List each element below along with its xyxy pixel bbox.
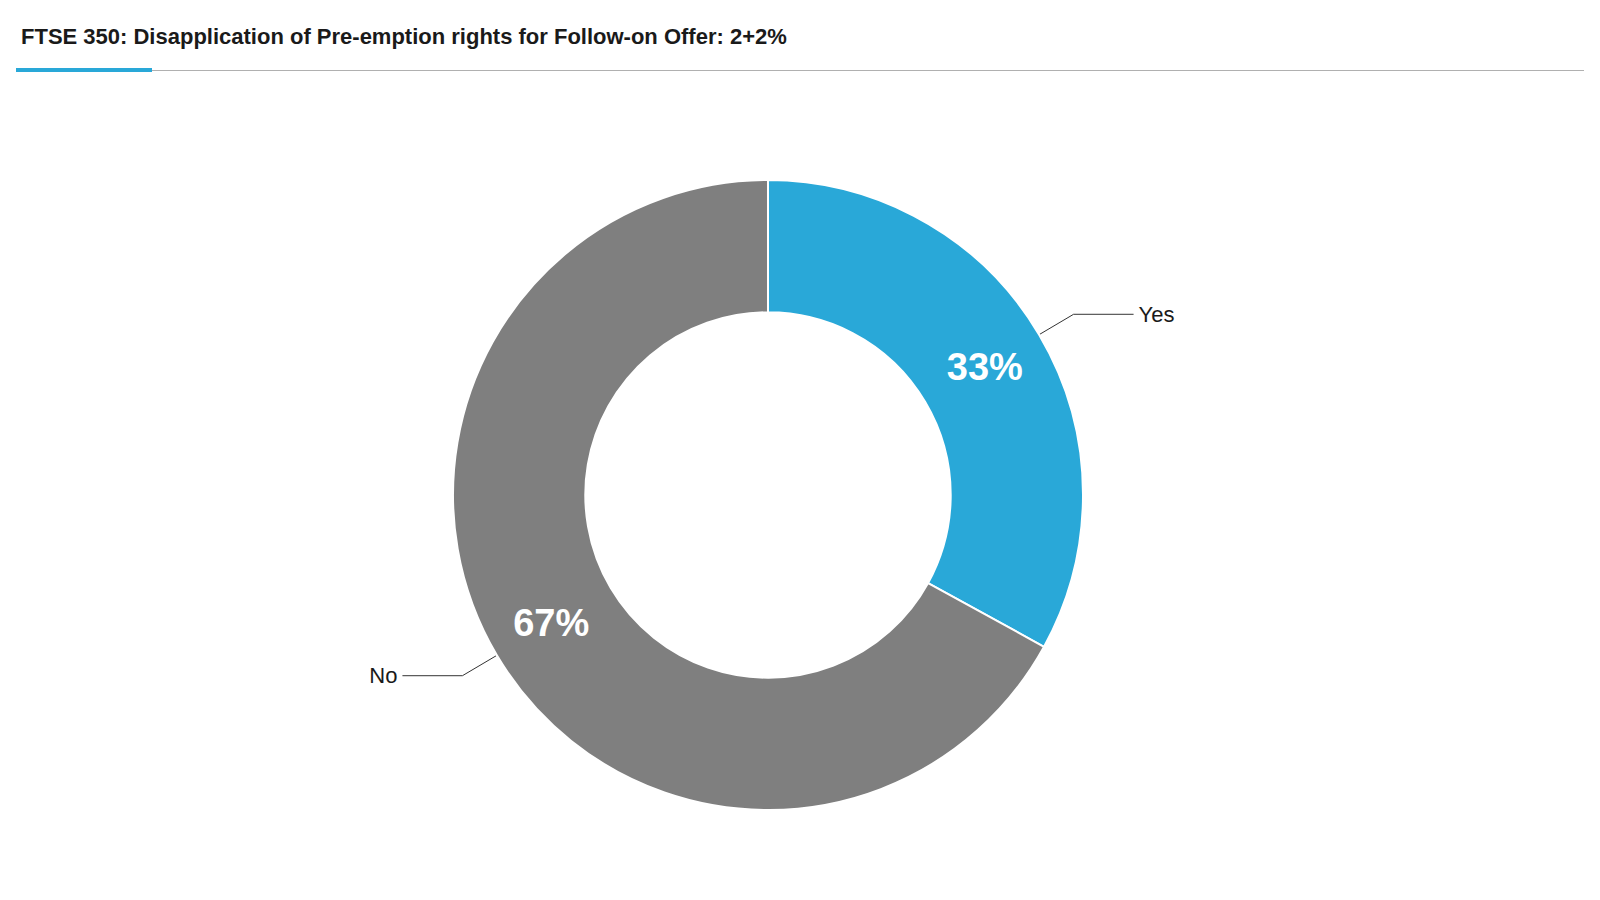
svg-text:Yes: Yes: [1139, 302, 1175, 327]
svg-text:FTSE 350: Disapplication of Pr: FTSE 350: Disapplication of Pre-emption …: [21, 24, 787, 49]
svg-text:33%: 33%: [947, 346, 1023, 388]
svg-text:67%: 67%: [513, 602, 589, 644]
svg-text:No: No: [369, 663, 397, 688]
